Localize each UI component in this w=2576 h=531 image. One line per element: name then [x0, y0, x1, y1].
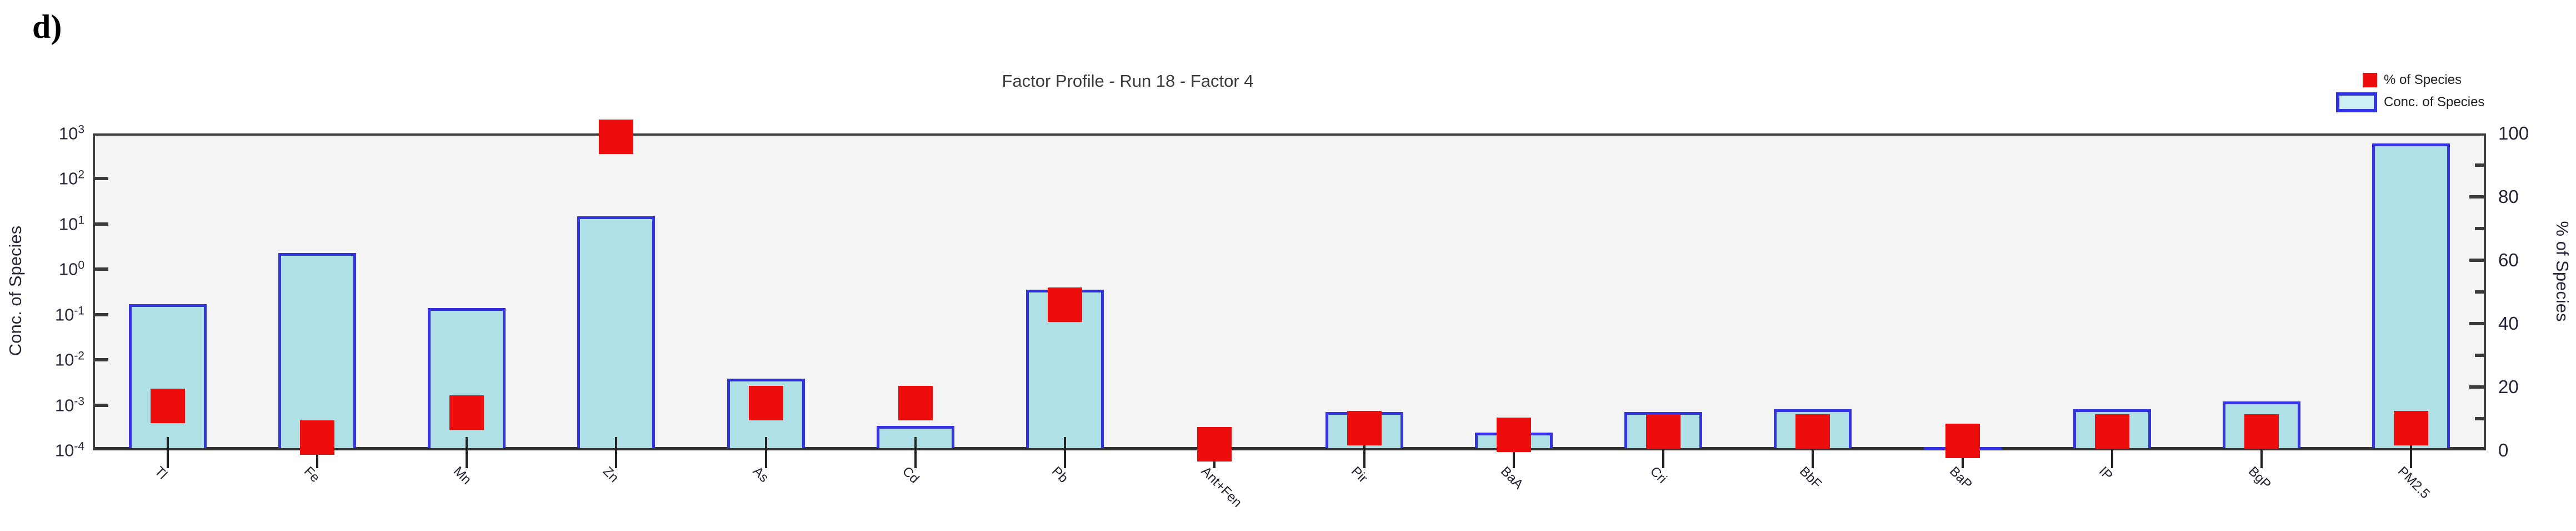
pct-of-species-marker-icon	[2363, 73, 2377, 87]
pct-marker-PM2.5	[2394, 411, 2429, 446]
pct-marker-Mn	[449, 395, 484, 430]
pct-marker-IP	[2094, 414, 2129, 449]
pct-marker-BaP	[1945, 423, 1980, 458]
x-axis-tick	[2410, 437, 2413, 468]
legend-label-conc: Conc. of Species	[2384, 95, 2485, 110]
legend-label-pct: % of Species	[2384, 72, 2462, 87]
bar-Fe	[278, 252, 356, 448]
left-axis-tick	[94, 312, 108, 316]
x-axis-tick	[1662, 437, 1665, 468]
x-axis-label-Mn: Mn	[451, 464, 474, 488]
right-axis-tick	[2469, 195, 2484, 198]
left-axis-tick-label: 102	[58, 168, 84, 189]
pct-marker-Ant+Fen	[1197, 426, 1232, 461]
right-axis-tick	[2475, 354, 2484, 357]
left-axis-tick-label: 10-3	[54, 394, 84, 415]
pct-marker-As	[748, 385, 783, 420]
x-axis-label-Zn: Zn	[600, 464, 622, 485]
left-axis-title: Conc. of Species	[6, 225, 25, 356]
bar-PM2.5	[2372, 143, 2450, 448]
right-axis-tick	[2475, 417, 2484, 420]
right-axis-tick-label: 100	[2498, 123, 2529, 143]
left-axis-tick-label: 10-2	[54, 349, 84, 370]
left-axis-tick	[94, 403, 108, 407]
legend: % of Species Conc. of Species	[2336, 72, 2484, 112]
left-axis-tick	[94, 267, 108, 271]
chart-title: Factor Profile - Run 18 - Factor 4	[1002, 71, 1254, 91]
x-axis-tick	[166, 437, 169, 468]
x-axis-label-Fe: Fe	[301, 464, 323, 485]
bar-Zn	[577, 216, 656, 448]
x-axis-label-BgP: BgP	[2245, 464, 2274, 493]
left-axis-tick	[94, 177, 108, 181]
x-axis-tick	[466, 437, 468, 468]
x-axis-tick	[615, 437, 618, 468]
pct-marker-Zn	[599, 119, 634, 154]
pct-marker-BbF	[1795, 414, 1830, 449]
right-axis-tick	[2475, 163, 2484, 167]
left-axis-tick-label: 103	[58, 123, 84, 143]
right-axis-tick-label: 0	[2498, 440, 2509, 460]
left-axis-tick	[94, 358, 108, 362]
x-axis-tick	[2110, 437, 2113, 468]
right-axis-tick	[2475, 290, 2484, 294]
right-axis-tick	[2469, 322, 2484, 325]
left-axis-tick	[94, 222, 108, 226]
x-axis-tick	[1512, 437, 1515, 468]
conc-of-species-bar-icon	[2336, 92, 2377, 112]
left-axis-tick-label: 10-4	[54, 440, 84, 460]
legend-item-conc: Conc. of Species	[2336, 92, 2484, 112]
x-axis-label-BaA: BaA	[1497, 464, 1526, 493]
pct-marker-Pir	[1347, 411, 1382, 446]
x-axis-label-Cd: Cd	[899, 464, 922, 487]
pct-marker-Pb	[1048, 287, 1083, 322]
x-axis-tick	[764, 437, 767, 468]
pct-marker-BgP	[2244, 414, 2279, 449]
x-axis-label-BbF: BbF	[1797, 464, 1825, 492]
x-axis-label-Ant+Fen: Ant+Fen	[1198, 464, 1246, 510]
x-axis-label-BaP: BaP	[1946, 464, 1975, 493]
right-axis-tick	[2469, 259, 2484, 262]
right-axis-tick-label: 80	[2498, 186, 2519, 207]
pct-marker-BaA	[1496, 417, 1531, 452]
bar-BgP	[2223, 401, 2301, 448]
x-axis-label-Pb: Pb	[1049, 464, 1071, 486]
x-axis-label-Cri: Cri	[1647, 464, 1670, 487]
x-axis-label-PM2.5: PM2.5	[2395, 464, 2433, 502]
right-axis-tick-label: 60	[2498, 250, 2519, 270]
x-axis-tick	[1064, 437, 1067, 468]
right-axis-tick	[2469, 385, 2484, 389]
right-axis-tick-label: 40	[2498, 313, 2519, 334]
pct-marker-Fe	[299, 420, 334, 455]
x-axis-tick	[1363, 437, 1365, 468]
figure-panel-label: d)	[32, 8, 62, 45]
x-axis-tick	[2260, 437, 2263, 468]
x-axis-tick	[1812, 437, 1814, 468]
x-axis-label-As: As	[749, 464, 772, 485]
left-axis-tick-label: 10-1	[54, 304, 84, 325]
right-axis-title: % of Species	[2553, 221, 2572, 322]
legend-item-pct: % of Species	[2336, 72, 2484, 88]
pct-marker-Cri	[1646, 414, 1681, 449]
bar-Tl	[128, 304, 207, 448]
pct-marker-Tl	[150, 389, 185, 424]
x-axis-tick	[914, 437, 917, 468]
x-axis-label-Pir: Pir	[1348, 464, 1370, 486]
right-axis-tick-label: 20	[2498, 376, 2519, 397]
pct-marker-Cd	[898, 385, 933, 420]
right-axis-tick	[2475, 227, 2484, 230]
left-axis-tick-label: 101	[58, 214, 84, 234]
left-axis-tick-label: 100	[58, 259, 84, 279]
